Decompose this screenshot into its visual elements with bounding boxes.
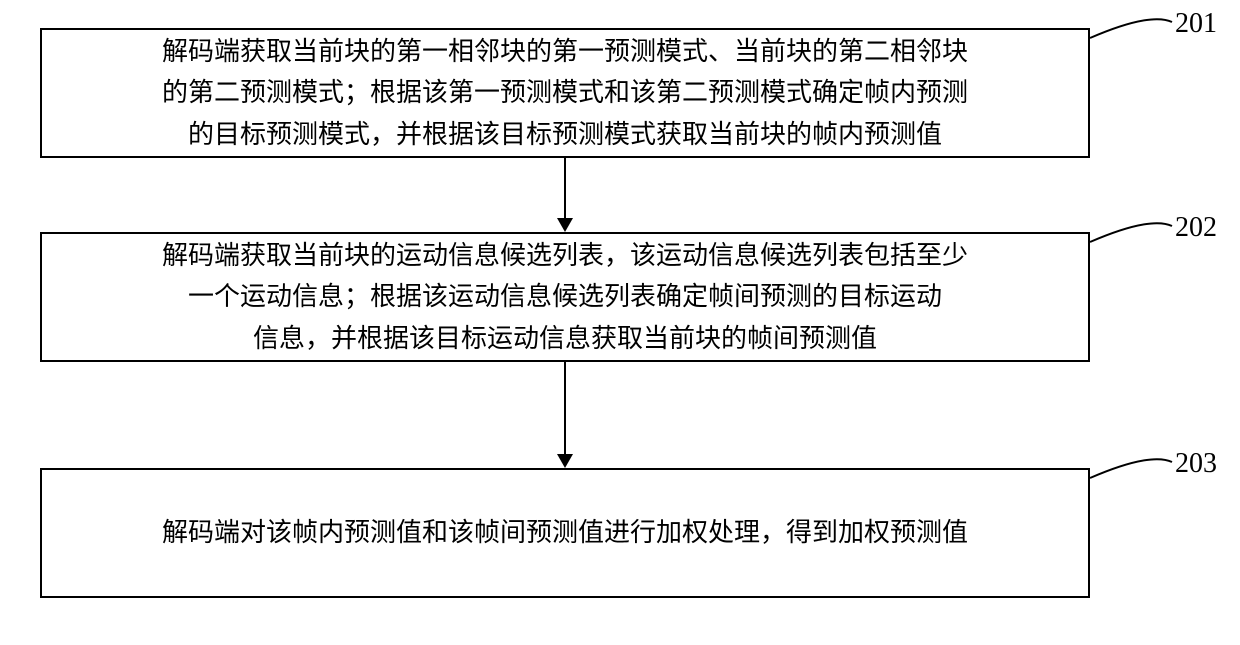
- flow-step-201: 解码端获取当前块的第一相邻块的第一预测模式、当前块的第二相邻块 的第二预测模式；…: [40, 28, 1090, 158]
- callout-203: [1088, 450, 1174, 480]
- callout-201: [1088, 10, 1174, 40]
- flow-step-203: 解码端对该帧内预测值和该帧间预测值进行加权处理，得到加权预测值: [40, 468, 1090, 598]
- flowchart-canvas: 解码端获取当前块的第一相邻块的第一预测模式、当前块的第二相邻块 的第二预测模式；…: [0, 0, 1240, 645]
- callout-202: [1088, 214, 1174, 244]
- flow-step-201-text: 解码端获取当前块的第一相邻块的第一预测模式、当前块的第二相邻块 的第二预测模式；…: [162, 31, 968, 156]
- label-201: 201: [1175, 8, 1217, 40]
- label-203: 203: [1175, 448, 1217, 480]
- label-202: 202: [1175, 212, 1217, 244]
- flow-step-202: 解码端获取当前块的运动信息候选列表，该运动信息候选列表包括至少 一个运动信息；根…: [40, 232, 1090, 362]
- flow-step-203-text: 解码端对该帧内预测值和该帧间预测值进行加权处理，得到加权预测值: [162, 512, 968, 554]
- flow-step-202-text: 解码端获取当前块的运动信息候选列表，该运动信息候选列表包括至少 一个运动信息；根…: [162, 235, 968, 360]
